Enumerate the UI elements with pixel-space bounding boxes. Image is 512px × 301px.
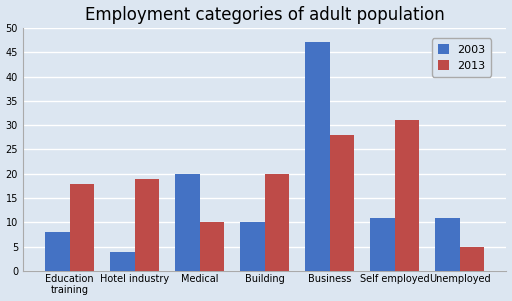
Bar xyxy=(200,222,224,271)
Bar xyxy=(70,184,94,271)
Bar xyxy=(110,252,135,271)
Legend: 2003, 2013: 2003, 2013 xyxy=(432,38,491,76)
Bar xyxy=(435,218,460,271)
Bar xyxy=(460,247,484,271)
Bar xyxy=(305,42,330,271)
Bar xyxy=(240,222,265,271)
Title: Employment categories of adult population: Employment categories of adult populatio… xyxy=(85,5,444,23)
Bar xyxy=(330,135,354,271)
Bar xyxy=(265,174,289,271)
Bar xyxy=(175,174,200,271)
Bar xyxy=(370,218,395,271)
Bar xyxy=(395,120,419,271)
Bar xyxy=(45,232,70,271)
Bar xyxy=(135,179,159,271)
